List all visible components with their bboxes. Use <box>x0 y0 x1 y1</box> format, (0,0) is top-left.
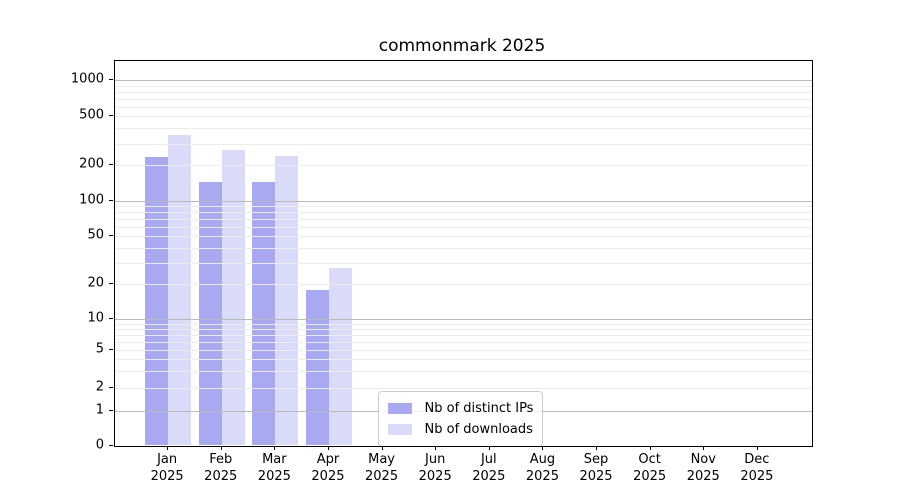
x-tick-mark <box>488 446 490 450</box>
bar-distinct-ips-apr <box>305 289 329 446</box>
y-tick-label: 500 <box>79 107 104 123</box>
plot-area: Nb of distinct IPs Nb of downloads <box>113 59 813 447</box>
y-tick-mark <box>109 115 113 117</box>
minor-gridline <box>114 335 812 337</box>
legend-item-distinct-ips: Nb of distinct IPs <box>387 398 534 419</box>
y-tick-mark <box>109 283 113 285</box>
legend-label-downloads: Nb of downloads <box>424 421 533 437</box>
minor-gridline <box>114 106 812 108</box>
y-tick-label: 2 <box>95 379 104 395</box>
legend-label-distinct-ips: Nb of distinct IPs <box>424 400 534 416</box>
x-tick-label: Dec 2025 <box>740 451 774 484</box>
minor-gridline <box>114 262 812 264</box>
x-tick-label: Feb 2025 <box>204 451 238 484</box>
y-tick-mark <box>109 409 113 411</box>
y-tick-mark <box>109 79 113 80</box>
y-tick-mark <box>109 444 113 446</box>
x-tick-label: Jul 2025 <box>472 451 506 484</box>
x-tick-mark <box>220 446 222 450</box>
x-tick-label: Sep 2025 <box>579 451 613 484</box>
y-tick-mark <box>109 349 113 350</box>
legend-item-downloads: Nb of downloads <box>387 419 534 440</box>
x-tick-mark <box>274 446 276 450</box>
minor-gridline <box>114 284 812 286</box>
minor-gridline <box>114 247 812 249</box>
chart-title: commonmark 2025 <box>378 36 546 56</box>
y-tick-label: 5 <box>95 341 104 357</box>
x-tick-label: Nov 2025 <box>686 451 720 484</box>
minor-gridline <box>114 371 812 373</box>
minor-gridline <box>114 341 812 343</box>
y-tick-mark <box>109 234 113 236</box>
bar-downloads-mar <box>275 155 299 446</box>
minor-gridline <box>114 218 812 220</box>
minor-gridline <box>114 143 812 145</box>
grid-layer <box>114 61 812 446</box>
bar-distinct-ips-jan <box>145 156 169 446</box>
major-gridline <box>114 201 812 202</box>
legend-swatch-distinct-ips-icon <box>387 402 412 414</box>
minor-gridline <box>114 206 812 208</box>
minor-gridline <box>114 98 812 100</box>
minor-gridline <box>114 226 812 228</box>
x-tick-mark <box>381 446 383 450</box>
y-tick-mark <box>109 200 113 201</box>
y-tick-label: 50 <box>87 227 104 243</box>
x-tick-label: Aug 2025 <box>525 451 559 484</box>
major-gridline <box>114 319 812 321</box>
y-tick-mark <box>109 386 113 388</box>
major-gridline <box>114 80 812 81</box>
y-tick-label: 200 <box>79 156 104 172</box>
minor-gridline <box>114 387 812 389</box>
x-tick-label: Jun 2025 <box>418 451 452 484</box>
x-tick-mark <box>327 446 329 450</box>
minor-gridline <box>114 91 812 93</box>
y-tick-mark <box>109 164 113 166</box>
minor-gridline <box>114 359 812 361</box>
minor-gridline <box>114 128 812 130</box>
x-tick-mark <box>542 446 544 450</box>
minor-gridline <box>114 212 812 214</box>
minor-gridline <box>114 350 812 351</box>
x-tick-label: Apr 2025 <box>311 451 345 484</box>
x-tick-label: Mar 2025 <box>257 451 291 484</box>
x-tick-label: May 2025 <box>365 451 399 484</box>
x-tick-mark <box>596 446 598 450</box>
minor-gridline <box>114 329 812 331</box>
bar-distinct-ips-mar <box>252 181 276 446</box>
minor-gridline <box>114 323 812 325</box>
x-tick-mark <box>703 446 705 450</box>
x-tick-label: Oct 2025 <box>633 451 667 484</box>
x-tick-label: Jan 2025 <box>150 451 184 484</box>
y-tick-mark <box>109 318 113 320</box>
y-tick-label: 1000 <box>70 71 104 87</box>
x-tick-mark <box>435 446 437 450</box>
y-tick-label: 0 <box>95 437 104 452</box>
x-tick-mark <box>649 446 651 450</box>
x-tick-mark <box>167 446 169 450</box>
y-tick-label: 1 <box>95 402 104 418</box>
y-tick-label: 10 <box>87 310 104 326</box>
legend-swatch-downloads-icon <box>387 423 412 435</box>
y-tick-label: 100 <box>79 192 104 208</box>
legend: Nb of distinct IPs Nb of downloads <box>377 390 544 446</box>
bar-downloads-apr <box>328 268 352 446</box>
y-tick-label: 20 <box>87 275 104 291</box>
minor-gridline <box>114 85 812 87</box>
minor-gridline <box>114 165 812 167</box>
x-tick-mark <box>756 446 758 450</box>
minor-gridline <box>114 116 812 118</box>
minor-gridline <box>114 235 812 237</box>
